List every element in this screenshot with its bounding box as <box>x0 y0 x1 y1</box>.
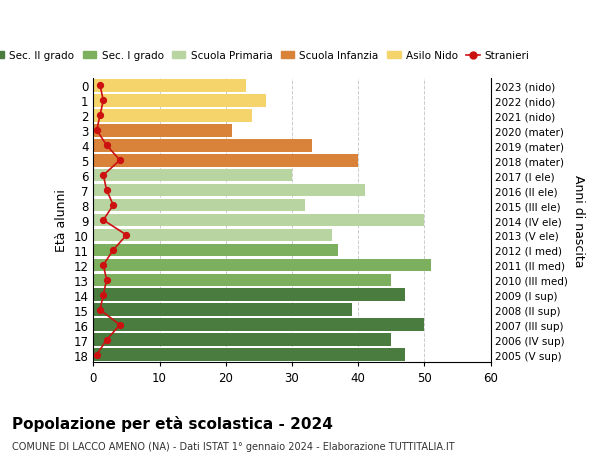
Y-axis label: Età alunni: Età alunni <box>55 189 68 252</box>
Point <box>109 202 118 209</box>
Point <box>98 97 108 105</box>
Bar <box>94 348 404 361</box>
Point <box>115 157 125 164</box>
Point <box>92 127 101 134</box>
Point <box>115 321 125 329</box>
Bar <box>94 199 305 212</box>
Y-axis label: Anni di nascita: Anni di nascita <box>572 174 585 267</box>
Point <box>92 351 101 358</box>
Bar <box>94 214 424 227</box>
Bar <box>94 110 252 123</box>
Bar <box>94 185 365 197</box>
Point <box>102 142 112 150</box>
Point <box>95 307 105 314</box>
Text: COMUNE DI LACCO AMENO (NA) - Dati ISTAT 1° gennaio 2024 - Elaborazione TUTTITALI: COMUNE DI LACCO AMENO (NA) - Dati ISTAT … <box>12 441 455 451</box>
Point <box>98 217 108 224</box>
Legend: Sec. II grado, Sec. I grado, Scuola Primaria, Scuola Infanzia, Asilo Nido, Stran: Sec. II grado, Sec. I grado, Scuola Prim… <box>0 47 534 65</box>
Bar <box>94 304 352 316</box>
Point <box>95 83 105 90</box>
Bar <box>94 169 292 182</box>
Bar <box>94 319 424 331</box>
Bar <box>94 289 404 302</box>
Bar <box>94 229 332 242</box>
Point <box>102 336 112 344</box>
Text: Popolazione per età scolastica - 2024: Popolazione per età scolastica - 2024 <box>12 415 333 431</box>
Bar <box>94 124 232 137</box>
Point <box>95 112 105 120</box>
Bar <box>94 140 312 152</box>
Bar <box>94 274 391 286</box>
Point <box>98 172 108 179</box>
Point <box>98 262 108 269</box>
Point <box>102 277 112 284</box>
Bar <box>94 95 266 107</box>
Bar <box>94 80 245 92</box>
Bar <box>94 154 358 167</box>
Bar <box>94 334 391 347</box>
Point <box>98 291 108 299</box>
Point <box>109 247 118 254</box>
Bar <box>94 244 338 257</box>
Bar <box>94 259 431 272</box>
Point <box>122 232 131 239</box>
Point <box>102 187 112 194</box>
